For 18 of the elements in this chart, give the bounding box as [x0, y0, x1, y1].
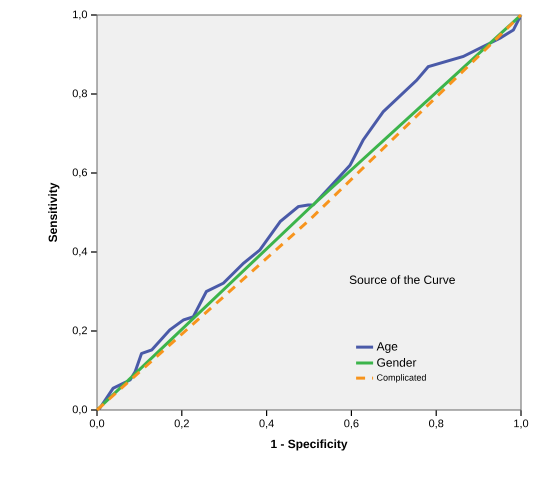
legend-label: Age	[376, 342, 398, 353]
x-tick-label: 0,6	[344, 420, 359, 429]
y-tick-label: 0,0	[72, 405, 88, 415]
x-tick-label: 1,0	[514, 420, 528, 429]
x-axis-title: 1 - Specificity	[271, 439, 348, 451]
x-tick-label: 0,8	[429, 420, 444, 429]
x-tick-label: 0,0	[90, 420, 104, 429]
y-tick-label: 0,2	[72, 326, 87, 336]
y-tick-label: 1,0	[73, 10, 88, 20]
y-axis-title: Sensitivity	[48, 182, 60, 242]
legend-title: Source of the Curve	[350, 275, 455, 284]
y-tick-label: 0,6	[72, 168, 88, 178]
legend-label: Gender	[377, 358, 416, 367]
legend-label: Complicated	[377, 374, 426, 382]
y-tick-label: 0,8	[72, 89, 88, 99]
x-tick-label: 0,4	[259, 420, 274, 429]
y-tick-label: 0,4	[72, 247, 88, 257]
x-tick-label: 0,2	[174, 420, 189, 429]
